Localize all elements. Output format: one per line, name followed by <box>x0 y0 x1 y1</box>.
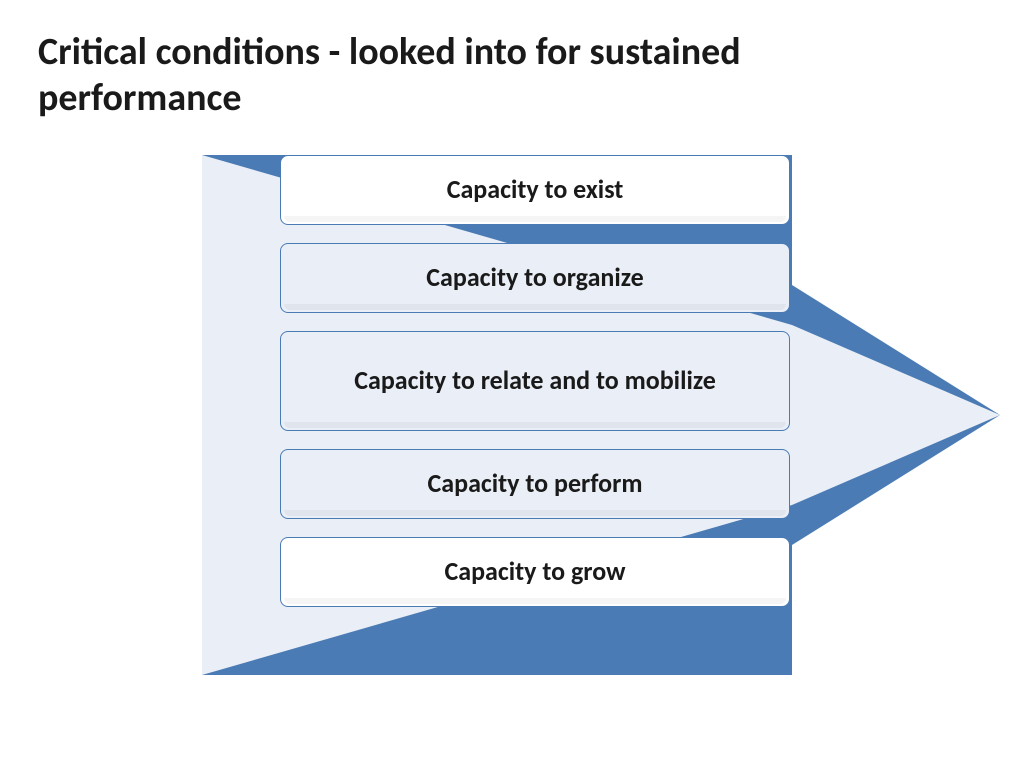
capacity-box-2: Capacity to relate and to mobilize <box>280 331 790 431</box>
capacity-label: Capacity to organize <box>426 262 643 293</box>
capacity-label: Capacity to exist <box>447 174 624 205</box>
capacity-label: Capacity to relate and to mobilize <box>354 365 716 396</box>
slide-title: Critical conditions - looked into for su… <box>38 30 938 121</box>
slide: Critical conditions - looked into for su… <box>0 0 1024 768</box>
capacity-list: Capacity to exist Capacity to organize C… <box>280 155 790 625</box>
capacity-box-0: Capacity to exist <box>280 155 790 225</box>
capacity-box-4: Capacity to grow <box>280 537 790 607</box>
capacity-box-3: Capacity to perform <box>280 449 790 519</box>
capacity-box-1: Capacity to organize <box>280 243 790 313</box>
capacity-label: Capacity to perform <box>428 468 643 499</box>
capacity-label: Capacity to grow <box>444 556 625 587</box>
arrow-diagram: Capacity to exist Capacity to organize C… <box>180 155 1000 715</box>
